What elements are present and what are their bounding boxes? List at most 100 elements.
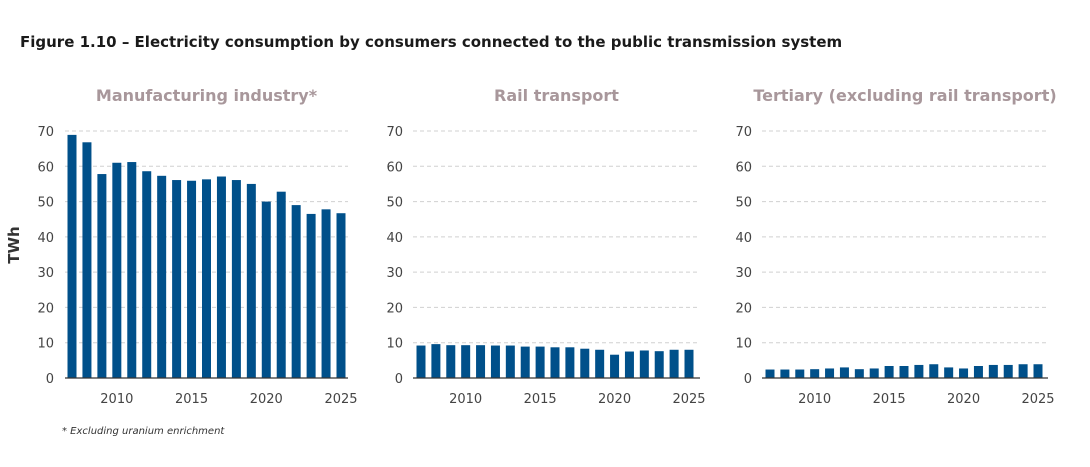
x-tick-label: 2020 (250, 392, 283, 407)
bar-2017 (565, 347, 575, 378)
bar-2017 (216, 176, 226, 378)
panel-title: Tertiary (excluding rail transport) (753, 86, 1056, 105)
x-tick-label: 2010 (798, 392, 831, 407)
bar-2010 (112, 162, 122, 378)
bar-2013 (157, 175, 167, 378)
y-tick-label: 0 (46, 372, 54, 387)
y-tick-label: 70 (37, 125, 54, 140)
bar-2007 (67, 134, 77, 378)
bar-2025 (684, 349, 694, 378)
bar-2012 (490, 345, 500, 378)
x-tick-label: 2015 (873, 392, 906, 407)
y-tick-label: 60 (386, 160, 403, 175)
y-tick-label: 70 (386, 125, 403, 140)
bar-2013 (505, 345, 515, 378)
bar-2022 (988, 364, 998, 378)
bar-2008 (431, 344, 441, 378)
x-tick-label: 2010 (449, 392, 482, 407)
bar-2012 (142, 171, 152, 378)
bar-2011 (127, 162, 137, 378)
bar-2016 (202, 179, 211, 378)
bar-2016 (550, 347, 560, 378)
x-tick-label: 2025 (324, 392, 357, 407)
bar-2019 (246, 183, 256, 378)
y-tick-label: 20 (386, 301, 403, 316)
bar-2008 (780, 369, 790, 378)
y-tick-label: 20 (37, 301, 54, 316)
bar-2023 (306, 213, 316, 378)
y-tick-label: 10 (386, 337, 403, 352)
bar-2014 (520, 346, 530, 378)
bar-2007 (416, 345, 426, 378)
y-tick-label: 10 (735, 337, 752, 352)
y-tick-label: 30 (386, 266, 403, 281)
y-tick-label: 10 (37, 337, 54, 352)
bar-2017 (914, 364, 924, 378)
bar-2009 (795, 369, 805, 378)
bar-2010 (461, 345, 471, 378)
panel-title: Manufacturing industry* (96, 86, 318, 105)
bar-2019 (595, 349, 605, 378)
bar-2021 (276, 191, 286, 378)
y-tick-label: 30 (735, 266, 752, 281)
bar-2020 (959, 368, 969, 378)
bar-2010 (810, 369, 820, 378)
y-axis-label: TWh (5, 226, 23, 263)
y-tick-label: 50 (37, 196, 54, 211)
x-tick-label: 2010 (100, 392, 133, 407)
y-tick-label: 40 (37, 231, 54, 246)
bar-2015 (187, 180, 197, 378)
bar-2020 (261, 201, 271, 378)
bar-2019 (944, 367, 954, 378)
bar-2014 (172, 180, 182, 378)
y-tick-label: 40 (386, 231, 403, 246)
bar-2024 (1018, 364, 1028, 378)
x-tick-label: 2020 (598, 392, 631, 407)
bar-2015 (535, 346, 545, 378)
bar-2012 (839, 367, 849, 378)
bar-2025 (336, 213, 346, 378)
y-tick-label: 0 (395, 372, 403, 387)
bar-2009 (446, 345, 456, 378)
bar-2011 (476, 345, 486, 378)
x-tick-label: 2015 (524, 392, 557, 407)
y-tick-label: 60 (735, 160, 752, 175)
bar-2022 (291, 205, 301, 378)
bar-2021 (624, 351, 634, 378)
bar-2023 (654, 351, 664, 378)
footnote: * Excluding uranium enrichment (62, 426, 225, 437)
x-tick-label: 2015 (175, 392, 208, 407)
bar-2014 (869, 368, 879, 378)
figure-title: Figure 1.10 – Electricity consumption by… (20, 33, 843, 51)
bar-2020 (610, 354, 620, 378)
bar-2013 (854, 369, 864, 378)
y-tick-label: 40 (735, 231, 752, 246)
y-tick-label: 50 (735, 196, 752, 211)
panel-1: Manufacturing industry* 0 10 20 30 40 50 60 70 20… (5, 86, 358, 407)
bar-2023 (1003, 364, 1013, 378)
y-tick-label: 30 (37, 266, 54, 281)
panel-3: Tertiary (excluding rail transport) 0 10 20… (735, 86, 1056, 407)
y-tick-label: 70 (735, 125, 752, 140)
x-tick-label: 2025 (1021, 392, 1054, 407)
y-tick-label: 0 (744, 372, 752, 387)
bar-2016 (899, 366, 909, 378)
bar-2021 (973, 366, 983, 378)
x-tick-label: 2025 (672, 392, 705, 407)
bar-2018 (231, 180, 241, 378)
bar-2018 (580, 348, 590, 378)
y-tick-label: 20 (735, 301, 752, 316)
bar-2025 (1033, 364, 1043, 378)
bar-2015 (884, 366, 894, 378)
bar-2009 (97, 174, 107, 378)
bar-2018 (929, 364, 939, 378)
bar-2011 (825, 368, 835, 378)
bar-2022 (639, 350, 649, 378)
y-tick-label: 60 (37, 160, 54, 175)
bar-2008 (82, 142, 92, 378)
panel-2: Rail transport 0 10 20 30 40 50 60 70 2010 2015 202… (386, 86, 705, 407)
bar-2024 (321, 209, 331, 378)
bar-2007 (765, 369, 775, 378)
